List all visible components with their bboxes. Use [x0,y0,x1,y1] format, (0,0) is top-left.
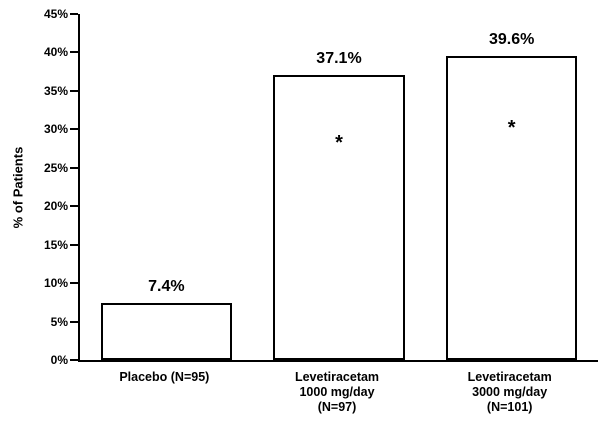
y-tick-label: 20% [43,199,68,214]
y-tick-label: 10% [43,276,68,291]
y-tick-label: 0% [50,353,68,367]
y-tick-mark [70,128,78,131]
y-tick-label: 15% [43,237,68,252]
significance-asterisk: * [507,116,516,139]
y-tick-mark [70,51,78,54]
y-tick-mark [70,89,78,92]
y-tick-label: 5% [50,314,68,329]
x-axis-labels: Placebo (N=95) Levetiracetam 1000 mg/day … [78,370,596,430]
bar: * [446,55,578,360]
y-tick-label: 25% [43,160,68,175]
bar-value-label: 7.4% [148,278,185,296]
x-category-label: Levetiracetam 1000 mg/day (N=97) [294,370,380,414]
significance-asterisk: * [335,132,343,154]
y-tick-label: 45% [43,7,68,21]
bar-slot: 7.4% [80,14,253,360]
bar-value-label: 39.6% [488,30,535,48]
x-category-label: Placebo (N=95) [119,370,210,384]
plot-area: 7.4% * 37.1% * 39.6% [70,13,598,362]
bar-value-label: 37.1% [316,49,362,67]
y-tick-mark [70,243,78,246]
y-tick-label: 30% [43,122,68,137]
y-axis-tick-labels: 0% 5% 10% 15% 20% 25% 30% 35% 40% 45% [0,8,68,366]
bar-slot: * 39.6% [425,14,598,360]
y-tick-mark [70,13,78,15]
y-tick-label: 35% [43,83,68,98]
bar [100,303,232,360]
bar: * [273,74,405,360]
y-tick-mark [70,320,78,323]
x-category-label: Levetiracetam 3000 mg/day (N=101) [467,370,552,414]
y-tick-mark [70,282,78,285]
y-tick-mark [70,205,78,208]
y-tick-mark [70,359,78,361]
y-tick-mark [70,166,78,169]
y-tick-label: 40% [43,45,68,60]
bar-slot: * 37.1% [253,14,426,360]
